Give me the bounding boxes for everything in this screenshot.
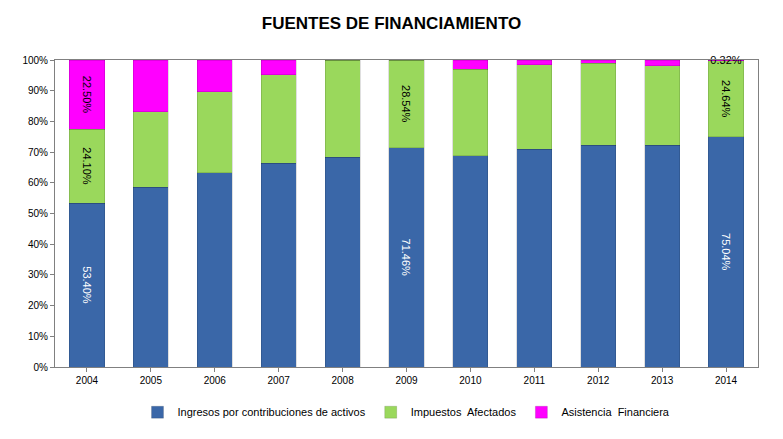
svg-text:2013: 2013 [651, 375, 674, 386]
svg-text:2009: 2009 [395, 375, 418, 386]
svg-text:FUENTES DE FINANCIAMIENTO: FUENTES DE FINANCIAMIENTO [262, 14, 521, 33]
svg-text:2005: 2005 [140, 375, 163, 386]
svg-text:80%: 80% [28, 116, 48, 127]
svg-text:0%: 0% [34, 362, 49, 373]
svg-text:24.64%: 24.64% [720, 80, 732, 118]
svg-text:2010: 2010 [459, 375, 482, 386]
svg-text:90%: 90% [28, 85, 48, 96]
svg-text:10%: 10% [28, 331, 48, 342]
svg-text:22.50%: 22.50% [81, 76, 93, 114]
svg-text:60%: 60% [28, 177, 48, 188]
svg-text:2008: 2008 [331, 375, 354, 386]
svg-text:71.46%: 71.46% [400, 239, 412, 277]
svg-text:28.54%: 28.54% [400, 85, 412, 123]
svg-text:0.32%: 0.32% [710, 54, 741, 66]
svg-text:2006: 2006 [204, 375, 227, 386]
svg-text:100%: 100% [22, 55, 48, 66]
svg-text:24.10%: 24.10% [81, 147, 93, 185]
svg-text:53.40%: 53.40% [81, 266, 93, 304]
svg-text:50%: 50% [28, 208, 48, 219]
svg-text:20%: 20% [28, 300, 48, 311]
svg-text:2007: 2007 [268, 375, 291, 386]
svg-text:75.04%: 75.04% [720, 233, 732, 271]
svg-text:70%: 70% [28, 147, 48, 158]
svg-text:2014: 2014 [715, 375, 738, 386]
svg-text:2004: 2004 [76, 375, 99, 386]
svg-text:2011: 2011 [524, 375, 546, 386]
svg-text:40%: 40% [28, 239, 48, 250]
svg-text:Impuestos Afectados: Impuestos Afectados [411, 406, 517, 418]
svg-text:Asistencia Financiera: Asistencia Financiera [561, 406, 669, 418]
svg-text:30%: 30% [28, 269, 48, 280]
svg-text:2012: 2012 [587, 375, 610, 386]
svg-text:Ingresos por contribuciones de: Ingresos por contribuciones de activos [178, 406, 366, 418]
